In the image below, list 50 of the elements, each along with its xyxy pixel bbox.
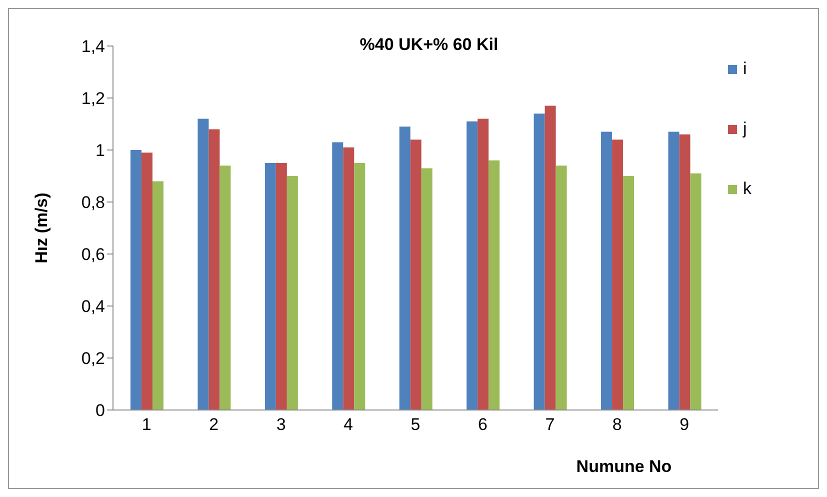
bar [264,163,276,410]
y-tick-label: 1 [96,141,105,160]
bar [668,132,680,410]
bar [208,129,220,410]
bar [343,147,354,410]
x-tick-label: 3 [276,415,286,434]
bar [679,134,690,410]
bar [152,181,164,410]
y-tick-label: 1,4 [81,37,105,56]
bar [421,168,432,410]
bar [556,166,567,410]
bar [410,140,422,410]
bar [466,121,478,410]
y-tick-label: 0 [96,401,105,420]
bar [534,114,545,410]
legend-label: k [743,179,752,199]
x-tick-label: 6 [478,415,488,434]
x-tick-label: 1 [142,415,152,434]
bar [488,160,500,410]
bar [690,173,702,410]
bar [612,140,624,410]
bar [198,118,209,410]
legend-label: j [743,119,747,139]
x-tick-label: 5 [410,415,420,434]
x-tick-label: 9 [680,415,690,434]
y-tick-label: 0,8 [81,193,105,212]
y-axis-title: Hız (m/s) [32,192,52,264]
bar [478,118,489,410]
bar [286,176,298,410]
x-tick-label: 4 [344,415,354,434]
x-tick-label: 7 [545,415,555,434]
x-axis-title: Numune No [575,457,673,477]
x-tick-label: 8 [612,415,622,434]
y-tick-label: 0,6 [81,245,105,264]
bar [276,163,287,410]
bar [601,132,612,410]
bar [544,106,556,410]
bar [332,142,344,410]
y-tick-label: 0,2 [81,349,105,368]
chart-title: %40 UK+% 60 Kil [358,35,500,55]
bar [354,163,366,410]
x-tick-label: 2 [209,415,219,434]
bar [141,152,152,410]
legend-label: i [743,59,747,79]
bar [220,166,231,410]
bar [399,126,410,410]
bar [623,176,634,410]
y-tick-label: 0,4 [81,297,105,316]
bar [130,150,142,410]
y-tick-label: 1,2 [81,89,105,108]
